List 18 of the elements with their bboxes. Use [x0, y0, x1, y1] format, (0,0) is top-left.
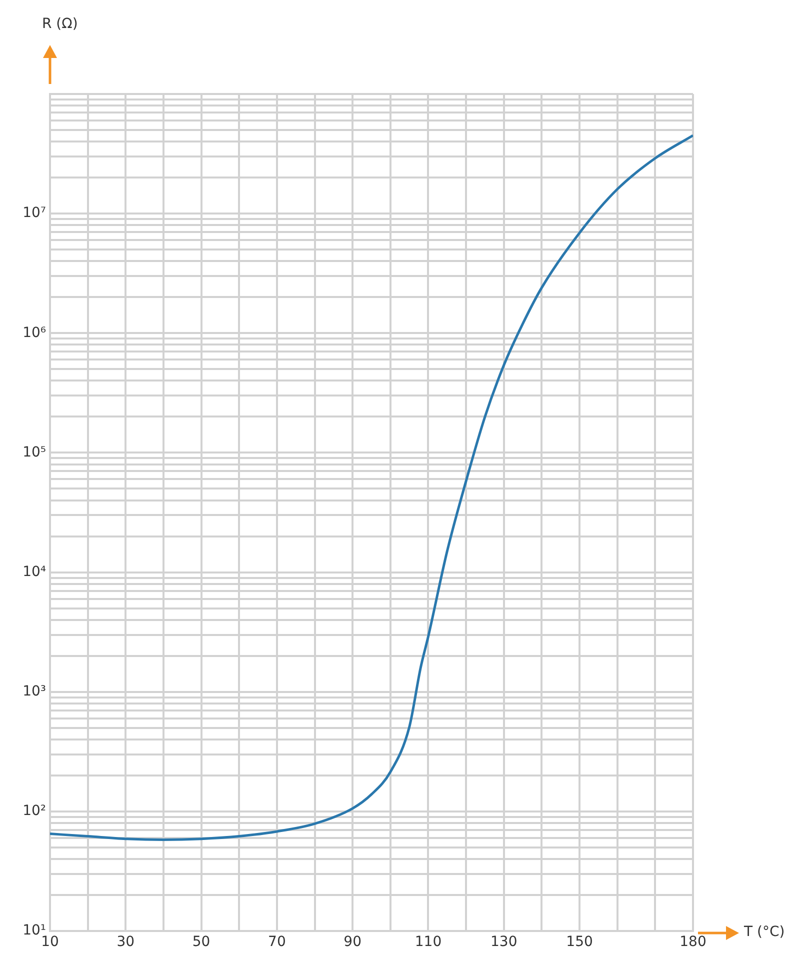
x-tick-label: 10 — [41, 934, 59, 950]
x-axis-title: T (°C) — [744, 924, 785, 940]
x-tick-label: 130 — [490, 934, 518, 950]
x-tick-label: 110 — [414, 934, 442, 950]
x-tick-label: 70 — [268, 934, 286, 950]
x-tick-label: 90 — [344, 934, 362, 950]
y-tick-label: 10⁵ — [22, 444, 46, 460]
y-tick-label: 10⁴ — [22, 564, 46, 580]
y-tick-label: 10² — [22, 803, 46, 820]
y-tick-label: 10⁷ — [22, 205, 46, 222]
y-axis-title: R (Ω) — [42, 16, 78, 32]
line-series — [50, 134, 693, 841]
y-tick-label: 10³ — [22, 684, 46, 700]
x-tick-label: 50 — [192, 934, 210, 950]
x-tick-label: 180 — [680, 934, 706, 950]
y-tick-label: 10⁶ — [22, 324, 46, 341]
x-tick-label: 30 — [116, 934, 135, 950]
x-tick-label: 150 — [566, 934, 593, 950]
